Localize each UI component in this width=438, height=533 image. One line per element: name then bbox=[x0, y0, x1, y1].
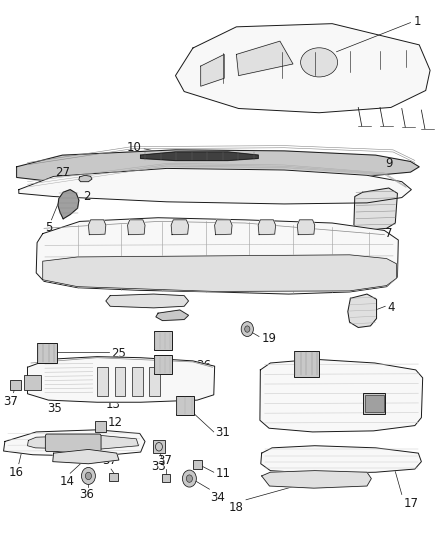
FancyBboxPatch shape bbox=[46, 434, 101, 451]
Text: 37: 37 bbox=[102, 454, 117, 467]
Polygon shape bbox=[171, 220, 188, 235]
Text: 11: 11 bbox=[215, 467, 230, 480]
Polygon shape bbox=[354, 188, 397, 230]
Text: 24: 24 bbox=[335, 370, 350, 383]
Text: 7: 7 bbox=[385, 227, 393, 240]
Bar bbox=[132, 367, 143, 397]
Text: 37: 37 bbox=[4, 395, 18, 408]
Polygon shape bbox=[79, 175, 92, 182]
Bar bbox=[10, 380, 21, 390]
Text: 5: 5 bbox=[45, 221, 52, 235]
Polygon shape bbox=[342, 260, 356, 268]
Bar bbox=[154, 331, 172, 350]
Text: 2: 2 bbox=[83, 190, 90, 203]
Bar bbox=[177, 397, 194, 415]
Bar bbox=[193, 459, 201, 469]
Polygon shape bbox=[201, 54, 224, 86]
Circle shape bbox=[85, 472, 92, 480]
Bar bbox=[364, 393, 385, 414]
Text: 37: 37 bbox=[157, 454, 172, 467]
Polygon shape bbox=[4, 430, 145, 456]
Bar bbox=[24, 375, 41, 390]
Text: 14: 14 bbox=[60, 475, 75, 488]
Text: 26: 26 bbox=[196, 359, 212, 372]
Text: 17: 17 bbox=[403, 497, 419, 510]
Bar bbox=[294, 351, 319, 377]
Text: 19: 19 bbox=[261, 332, 277, 344]
Text: 13: 13 bbox=[106, 398, 120, 411]
Polygon shape bbox=[28, 435, 138, 449]
Text: 4: 4 bbox=[387, 301, 395, 314]
Text: 1: 1 bbox=[414, 14, 421, 28]
Circle shape bbox=[183, 470, 196, 487]
Polygon shape bbox=[19, 168, 411, 204]
Text: 35: 35 bbox=[47, 402, 62, 415]
Polygon shape bbox=[28, 357, 215, 402]
Polygon shape bbox=[258, 220, 276, 235]
Polygon shape bbox=[43, 255, 396, 292]
Polygon shape bbox=[88, 220, 106, 235]
Polygon shape bbox=[261, 471, 371, 488]
Bar bbox=[97, 367, 108, 397]
Polygon shape bbox=[156, 310, 188, 320]
Bar bbox=[365, 395, 384, 412]
Bar bbox=[154, 354, 172, 374]
Polygon shape bbox=[260, 359, 423, 432]
Polygon shape bbox=[297, 220, 315, 235]
Circle shape bbox=[241, 321, 253, 336]
Text: 16: 16 bbox=[9, 466, 24, 479]
Text: 3: 3 bbox=[261, 383, 268, 396]
Polygon shape bbox=[127, 220, 145, 235]
Polygon shape bbox=[237, 41, 293, 76]
Polygon shape bbox=[53, 449, 119, 464]
Text: 34: 34 bbox=[210, 491, 225, 504]
Text: 25: 25 bbox=[111, 347, 126, 360]
Bar bbox=[153, 440, 165, 453]
Polygon shape bbox=[215, 220, 232, 235]
Bar bbox=[149, 367, 160, 397]
Polygon shape bbox=[106, 294, 188, 308]
Polygon shape bbox=[348, 294, 377, 327]
Bar bbox=[95, 421, 106, 432]
Text: 9: 9 bbox=[385, 157, 393, 169]
Polygon shape bbox=[261, 446, 421, 473]
Polygon shape bbox=[17, 150, 419, 183]
Text: 27: 27 bbox=[371, 261, 385, 274]
Bar bbox=[110, 473, 118, 481]
Bar bbox=[162, 474, 170, 482]
Text: 23: 23 bbox=[394, 416, 409, 429]
Polygon shape bbox=[141, 152, 258, 160]
Bar bbox=[37, 343, 57, 363]
Text: 27: 27 bbox=[55, 166, 70, 179]
Text: 12: 12 bbox=[108, 416, 123, 429]
Text: 10: 10 bbox=[126, 141, 141, 154]
Ellipse shape bbox=[300, 48, 338, 77]
Text: 36: 36 bbox=[79, 488, 94, 501]
Text: 33: 33 bbox=[152, 459, 166, 472]
Text: 31: 31 bbox=[215, 426, 230, 440]
Circle shape bbox=[81, 467, 95, 484]
Polygon shape bbox=[176, 23, 430, 113]
Text: 18: 18 bbox=[229, 502, 244, 514]
Circle shape bbox=[245, 326, 250, 332]
Polygon shape bbox=[58, 190, 79, 219]
Polygon shape bbox=[36, 217, 398, 294]
Bar bbox=[115, 367, 125, 397]
Circle shape bbox=[186, 475, 192, 482]
